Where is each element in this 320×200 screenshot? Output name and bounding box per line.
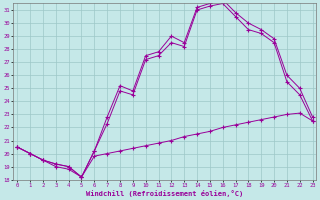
X-axis label: Windchill (Refroidissement éolien,°C): Windchill (Refroidissement éolien,°C)	[86, 190, 244, 197]
